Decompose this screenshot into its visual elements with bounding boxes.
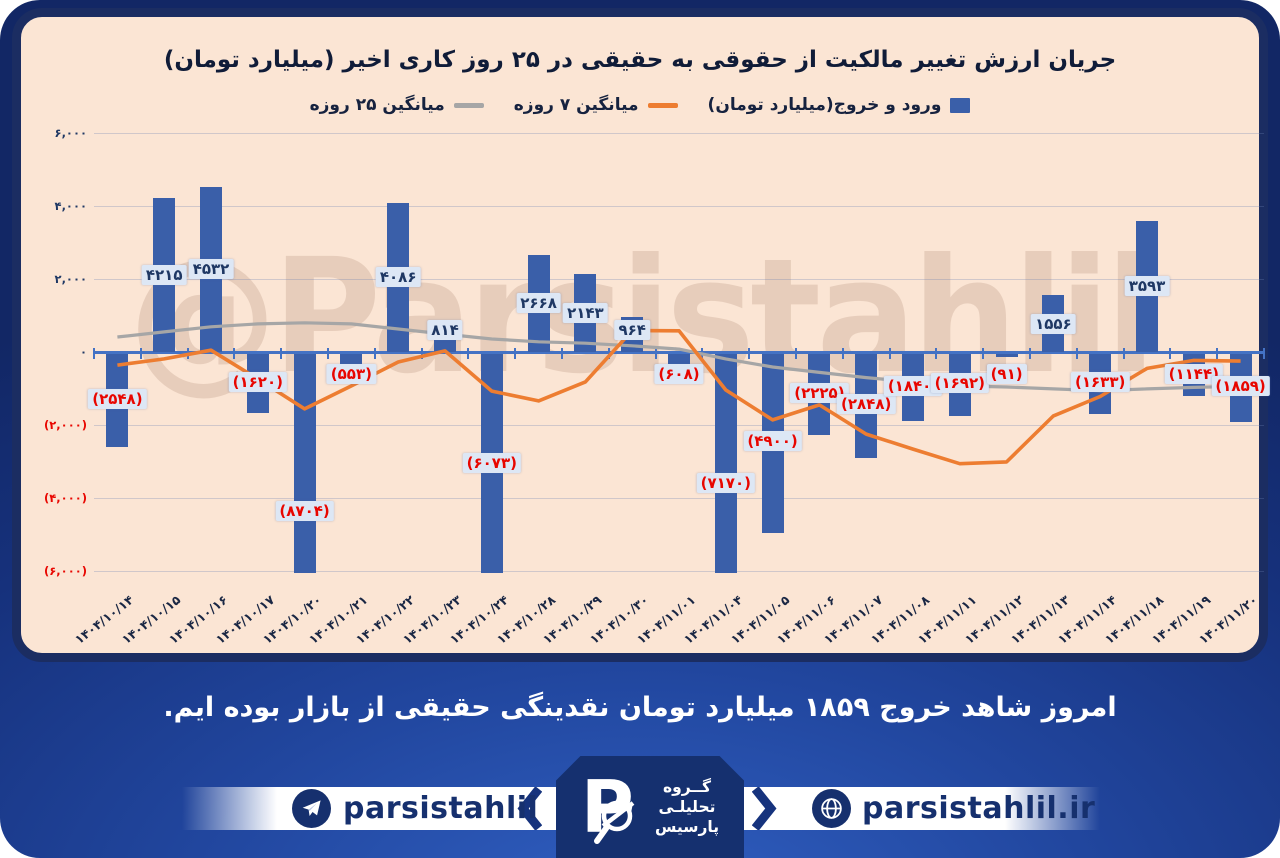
ma7-line bbox=[117, 328, 1241, 466]
bar-value-label: (۱۶۳۳) bbox=[1071, 371, 1130, 392]
axis-tick bbox=[654, 348, 657, 359]
bar-value-label: ۴۰۸۶ bbox=[375, 267, 421, 288]
axis-tick bbox=[888, 348, 891, 359]
bar-value-label: (۴۹۰۰) bbox=[743, 431, 802, 452]
legend-item-ma7: میانگین ۷ روزه bbox=[514, 95, 678, 115]
y-axis-tick-label: (۶,۰۰۰) bbox=[44, 564, 87, 578]
legend-label-bars: ورود و خروج(میلیارد تومان) bbox=[707, 95, 942, 115]
magnifier-arrow-icon bbox=[593, 800, 635, 844]
ma25-line-marker bbox=[453, 102, 484, 108]
parsis-logo: P bbox=[581, 768, 645, 846]
globe-icon[interactable] bbox=[812, 789, 851, 828]
ma7-line-marker bbox=[647, 102, 678, 108]
axis-tick bbox=[1075, 348, 1078, 359]
parsis-logo-badge: P گــروه تحلیلـی پارسیس bbox=[556, 756, 744, 858]
bar-value-label: (۸۷۰۴) bbox=[275, 500, 334, 521]
chart-title: جریان ارزش تغییر مالکیت از حقوقی به حقیق… bbox=[163, 47, 1117, 73]
axis-tick bbox=[1216, 348, 1219, 359]
chart-panel: جریان ارزش تغییر مالکیت از حقوقی به حقیق… bbox=[12, 8, 1270, 662]
axis-tick bbox=[1169, 348, 1172, 359]
y-axis-tick-label: ۶,۰۰۰ bbox=[54, 126, 87, 140]
telegram-icon[interactable] bbox=[292, 789, 331, 828]
bar-value-label: ۱۵۵۶ bbox=[1031, 313, 1076, 334]
chevron-right-icon bbox=[752, 787, 777, 830]
bar-value-label: (۱۱۴۴) bbox=[1164, 364, 1223, 384]
bar-value-label: (۶۰۸) bbox=[654, 364, 704, 384]
bar-series-marker bbox=[950, 97, 971, 113]
bar-value-label: ۲۱۴۳ bbox=[563, 302, 608, 323]
plot-area: (۲۵۴۸) ۴۲۱۵ ۴۵۳۲ (۱۶۲۰) (۸۷۰۴) (۵۵۳) ۴۰۸۶ ۸۱۴ (۶… bbox=[72, 124, 1270, 647]
axis-tick bbox=[841, 348, 844, 359]
ma25-line bbox=[117, 321, 1241, 393]
website-url[interactable]: parsistahlil.ir bbox=[862, 791, 1096, 826]
chevron-left-icon bbox=[517, 787, 542, 830]
logo-caption: گــروه تحلیلـی پارسیس bbox=[654, 778, 720, 836]
moving-average-lines bbox=[117, 321, 1241, 466]
telegram-handle[interactable]: parsistahlil bbox=[343, 791, 539, 826]
axis-tick bbox=[748, 348, 751, 359]
bar-value-label: ۸۱۴ bbox=[427, 320, 463, 340]
y-axis-tick-label: (۴,۰۰۰) bbox=[44, 491, 87, 505]
bar-value-label: (۱۶۲۰) bbox=[228, 371, 287, 392]
y-axis-tick-label: ۴,۰۰۰ bbox=[54, 199, 87, 213]
bar-value-label: ۲۶۶۸ bbox=[516, 293, 561, 314]
axis-tick bbox=[795, 348, 797, 359]
bar-value-label: (۵۵۳) bbox=[326, 364, 376, 384]
axis-tick bbox=[935, 348, 938, 359]
axis-tick bbox=[514, 348, 517, 359]
legend-label-ma25: میانگین ۲۵ روزه bbox=[309, 95, 445, 115]
chart-legend: ورود و خروج(میلیارد تومان) میانگین ۷ روز… bbox=[21, 95, 1259, 115]
bar-value-label: (۱۸۵۹) bbox=[1211, 375, 1270, 396]
axis-tick bbox=[1122, 348, 1125, 359]
bar bbox=[714, 354, 737, 573]
bar-value-label: ۴۵۳۲ bbox=[188, 259, 234, 280]
bar-value-label: (۶۰۷۳) bbox=[462, 452, 521, 473]
axis-tick bbox=[233, 348, 236, 359]
gridline bbox=[94, 206, 1264, 207]
axis-tick bbox=[327, 348, 329, 359]
summary-note: امروز شاهد خروج ۱۸۵۹ میلیارد تومان نقدین… bbox=[163, 692, 1117, 723]
gridline bbox=[94, 279, 1264, 280]
axis-tick bbox=[280, 348, 283, 359]
bar-value-label: ۳۵۹۳ bbox=[1124, 276, 1170, 297]
axis-tick bbox=[1029, 348, 1031, 359]
bar-value-label: (۲۵۴۸) bbox=[88, 388, 147, 409]
y-axis-tick-label: ۲,۰۰۰ bbox=[54, 272, 87, 286]
axis-tick bbox=[373, 348, 376, 359]
axis-tick bbox=[561, 348, 563, 359]
footer-band-right bbox=[680, 787, 1100, 830]
bar bbox=[995, 354, 1018, 358]
bar-value-label: (۷۱۷۰) bbox=[696, 472, 755, 493]
legend-item-bars: ورود و خروج(میلیارد تومان) bbox=[708, 95, 971, 115]
legend-label-ma7: میانگین ۷ روزه bbox=[513, 95, 639, 115]
gridline bbox=[94, 498, 1264, 499]
gridline bbox=[94, 571, 1264, 572]
axis-tick bbox=[420, 348, 423, 359]
gridline bbox=[94, 133, 1264, 134]
bar-value-label: (۱۸۴۰) bbox=[883, 375, 943, 396]
axis-tick bbox=[93, 348, 95, 359]
bar-value-label: (۲۲۲۵) bbox=[790, 382, 849, 403]
bar-value-label: (۲۸۴۸) bbox=[837, 393, 896, 414]
gridline bbox=[94, 425, 1264, 426]
legend-item-ma25: میانگین ۲۵ روزه bbox=[310, 95, 484, 115]
bar-value-label: (۱۶۹۲) bbox=[930, 372, 989, 393]
x-axis-zero-line bbox=[94, 351, 1264, 354]
bar-value-label: ۴۲۱۵ bbox=[141, 265, 187, 286]
y-axis-tick-label: (۲,۰۰۰) bbox=[44, 418, 87, 432]
bar-value-label: (۹۱) bbox=[986, 364, 1027, 384]
axis-tick bbox=[982, 348, 985, 359]
axis-tick bbox=[467, 348, 470, 359]
y-axis-tick-label: ۰ bbox=[79, 345, 87, 359]
axis-tick bbox=[607, 348, 610, 359]
axis-tick bbox=[139, 348, 142, 359]
bar-value-label: ۹۶۴ bbox=[614, 320, 650, 340]
axis-tick bbox=[1263, 348, 1265, 359]
